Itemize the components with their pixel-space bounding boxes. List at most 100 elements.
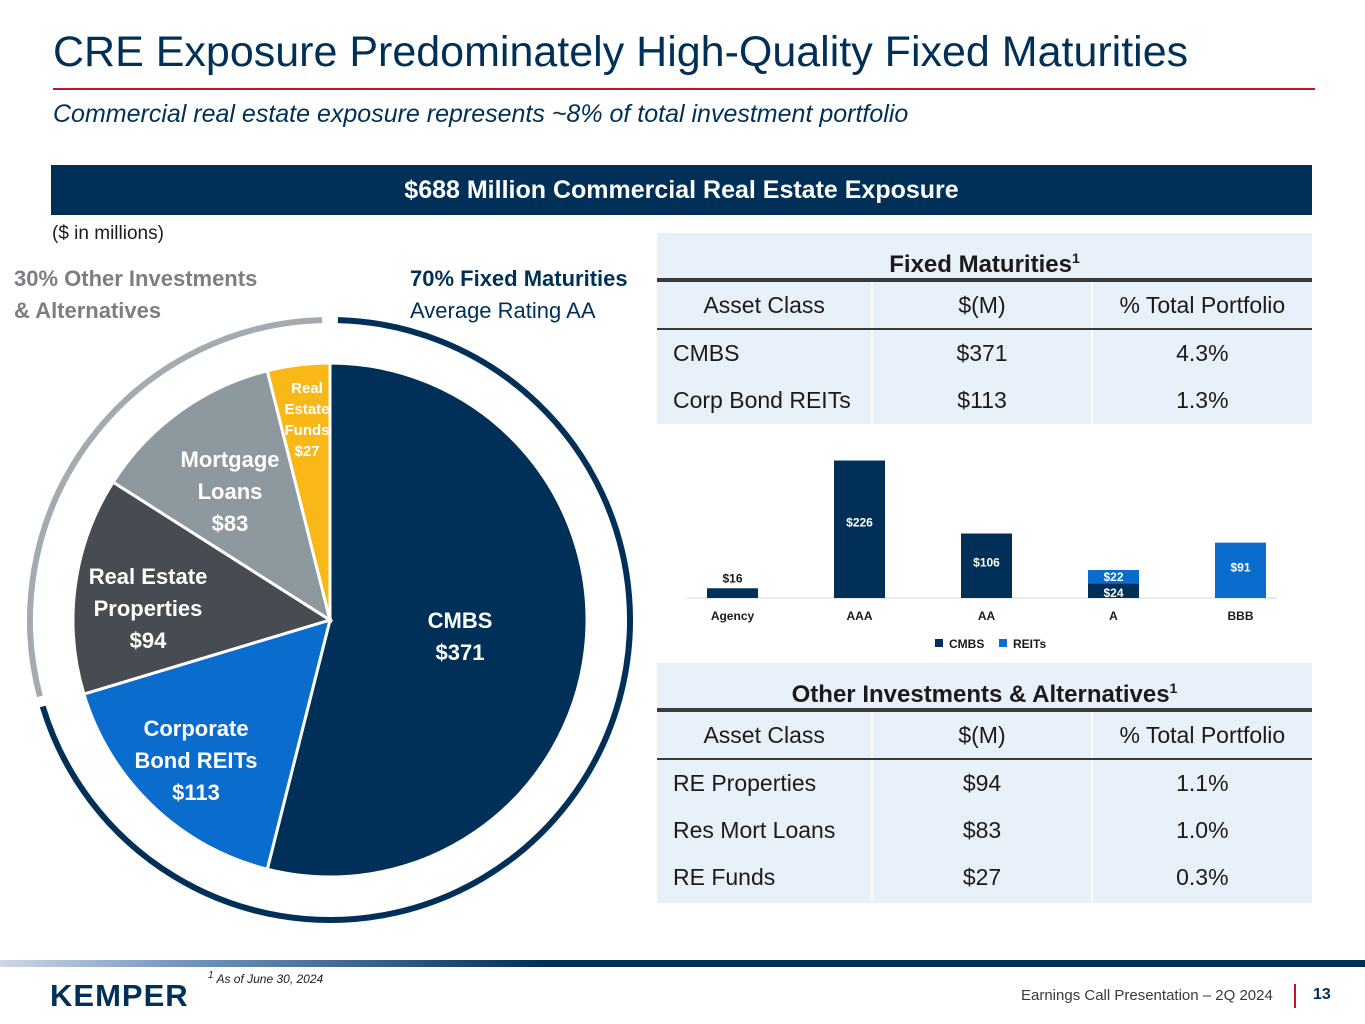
pct-cell: 0.3% — [1176, 864, 1229, 890]
footer-divider — [1294, 984, 1296, 1008]
pie-label-cmbs: CMBS $371 — [428, 608, 493, 665]
page-title: CRE Exposure Predominately High-Quality … — [53, 28, 1189, 76]
presentation-name: Earnings Call Presentation – 2Q 2024 — [1021, 987, 1273, 1004]
pct-cell: 1.0% — [1176, 817, 1229, 843]
pie-slice-mortgage-loans — [111, 368, 333, 624]
fixed-maturities-label: 70% Fixed Maturities Average Rating AA — [410, 263, 628, 327]
pie-label-corporate-bond-reits: Corporate Bond REITs $113 — [134, 716, 257, 805]
pie-slice-real-estate-properties — [71, 480, 334, 696]
table-row: RE Funds $27 0.3% — [657, 854, 1312, 901]
table-row: Corp Bond REITs $113 1.3% — [657, 377, 1312, 424]
bar-a-reits — [1088, 570, 1139, 584]
pie-label-line: $113 — [172, 780, 220, 805]
bar-data-label: $22 — [1103, 570, 1123, 584]
page-number: 13 — [1313, 986, 1331, 1003]
table-row: CMBS $371 4.3% — [657, 330, 1312, 377]
cre-exposure-pie-chart: CMBS $371 Corporate Bond REITs $113 Real Esta… — [27, 317, 633, 923]
page-subtitle: Commercial real estate exposure represen… — [53, 100, 909, 128]
pie-label-line: Estate — [284, 401, 329, 418]
x-tick-label: AAA — [847, 609, 873, 623]
legend-label-reits: REITs — [1013, 637, 1046, 651]
pie-label-line: Corporate — [143, 716, 248, 741]
pct-cell: 1.3% — [1176, 387, 1229, 413]
table-row: Res Mort Loans $83 1.0% — [657, 807, 1312, 854]
column-header-amount: $(M) — [873, 282, 1093, 328]
footer-band — [0, 960, 1365, 967]
asset-class-cell: Res Mort Loans — [657, 807, 874, 854]
bar-aaa-cmbs — [834, 460, 885, 598]
legend-swatch-cmbs — [935, 639, 943, 647]
pie-label-line: Funds — [285, 422, 330, 439]
asset-class-cell: Corp Bond REITs — [657, 377, 874, 424]
fixed-table-title-text: Fixed Maturities — [889, 251, 1072, 278]
other-table-title: Other Investments & Alternatives1 — [657, 663, 1312, 712]
x-tick-label: Agency — [711, 609, 755, 623]
table-row: RE Properties $94 1.1% — [657, 760, 1312, 807]
amount-cell: $83 — [873, 807, 1093, 854]
other-label-line2: & Alternatives — [14, 298, 162, 323]
bar-data-label: $91 — [1230, 561, 1250, 575]
fixed-maturities-ring — [39, 317, 633, 923]
bar-data-label: $16 — [722, 571, 742, 585]
other-investments-label: 30% Other Investments & Alternatives — [14, 263, 257, 327]
bar-data-label: $106 — [973, 556, 1000, 570]
pie-label-real-estate-funds: Real Estate Funds $27 — [284, 380, 329, 460]
fixed-label-line1: 70% Fixed Maturities — [410, 266, 628, 291]
asset-class-cell: RE Properties — [657, 760, 874, 807]
asset-class-cell: CMBS — [657, 330, 874, 377]
fixed-table-header-row: Asset Class $(M) % Total Portfolio — [657, 282, 1312, 330]
pie-slice-cmbs — [265, 361, 589, 879]
column-header-pct-total: % Total Portfolio — [1119, 722, 1286, 748]
other-table-header-row: Asset Class $(M) % Total Portfolio — [657, 712, 1312, 760]
bar-agency-cmbs — [707, 588, 758, 598]
pie-label-line: Loans — [198, 479, 263, 504]
other-investments-ring — [27, 317, 323, 698]
fixed-maturities-table: Fixed Maturities1 Asset Class $(M) % Tot… — [657, 233, 1312, 424]
pie-label-line: Real — [291, 380, 323, 397]
footnote: 1 As of June 30, 2024 — [208, 970, 323, 986]
pie-slice-corporate-bond-reits — [82, 617, 333, 872]
title-divider — [53, 88, 1315, 90]
column-header-amount: $(M) — [873, 712, 1093, 758]
amount-cell: $371 — [873, 330, 1093, 377]
other-label-line1: 30% Other Investments — [14, 266, 258, 291]
pie-label-line: Mortgage — [181, 447, 280, 472]
units-note: ($ in millions) — [52, 223, 164, 244]
pie-label-line: Real Estate — [89, 564, 208, 589]
column-header-pct-total: % Total Portfolio — [1119, 292, 1286, 318]
bar-data-label: $226 — [846, 515, 873, 529]
fixed-table-footnote-ref: 1 — [1071, 250, 1080, 266]
pie-label-line: Bond REITs — [134, 748, 257, 773]
pie-label-real-estate-properties: Real Estate Properties $94 — [89, 564, 208, 653]
exposure-banner: $688 Million Commercial Real Estate Expo… — [51, 165, 1312, 215]
amount-cell: $27 — [873, 854, 1093, 901]
asset-class-cell: RE Funds — [657, 854, 874, 901]
x-tick-label: A — [1109, 609, 1118, 623]
bar-a-cmbs — [1088, 583, 1139, 598]
footnote-marker: 1 — [208, 970, 214, 981]
bar-data-label: $24 — [1103, 586, 1123, 600]
legend-label-cmbs: CMBS — [949, 637, 984, 651]
x-tick-label: AA — [978, 609, 996, 623]
x-tick-label: BBB — [1228, 609, 1254, 623]
fixed-table-title: Fixed Maturities1 — [657, 233, 1312, 282]
pie-label-line: $371 — [436, 640, 485, 665]
pie-slice-real-estate-funds — [265, 361, 332, 621]
amount-cell: $113 — [873, 377, 1093, 424]
pie-label-line: Properties — [94, 596, 203, 621]
column-header-asset-class: Asset Class — [657, 712, 874, 758]
pct-cell: 1.1% — [1176, 770, 1229, 796]
pie-label-line: $27 — [294, 443, 319, 460]
pie-label-line: $94 — [130, 628, 167, 653]
other-table-footnote-ref: 1 — [1169, 680, 1178, 696]
legend-swatch-reits — [999, 639, 1007, 647]
bar-bbb-reits — [1215, 542, 1266, 598]
other-table-title-text: Other Investments & Alternatives — [791, 681, 1170, 708]
amount-cell: $94 — [873, 760, 1093, 807]
rating-bar-chart: $16 Agency $226 AAA $106 AA $24 $22 A $91 BBB CMBS R… — [687, 460, 1277, 651]
pie-label-line: $83 — [212, 511, 249, 536]
kemper-logo: KEMPER — [50, 978, 189, 1013]
pct-cell: 4.3% — [1176, 340, 1229, 366]
column-header-asset-class: Asset Class — [657, 282, 874, 328]
fixed-label-line2: Average Rating AA — [410, 298, 596, 323]
